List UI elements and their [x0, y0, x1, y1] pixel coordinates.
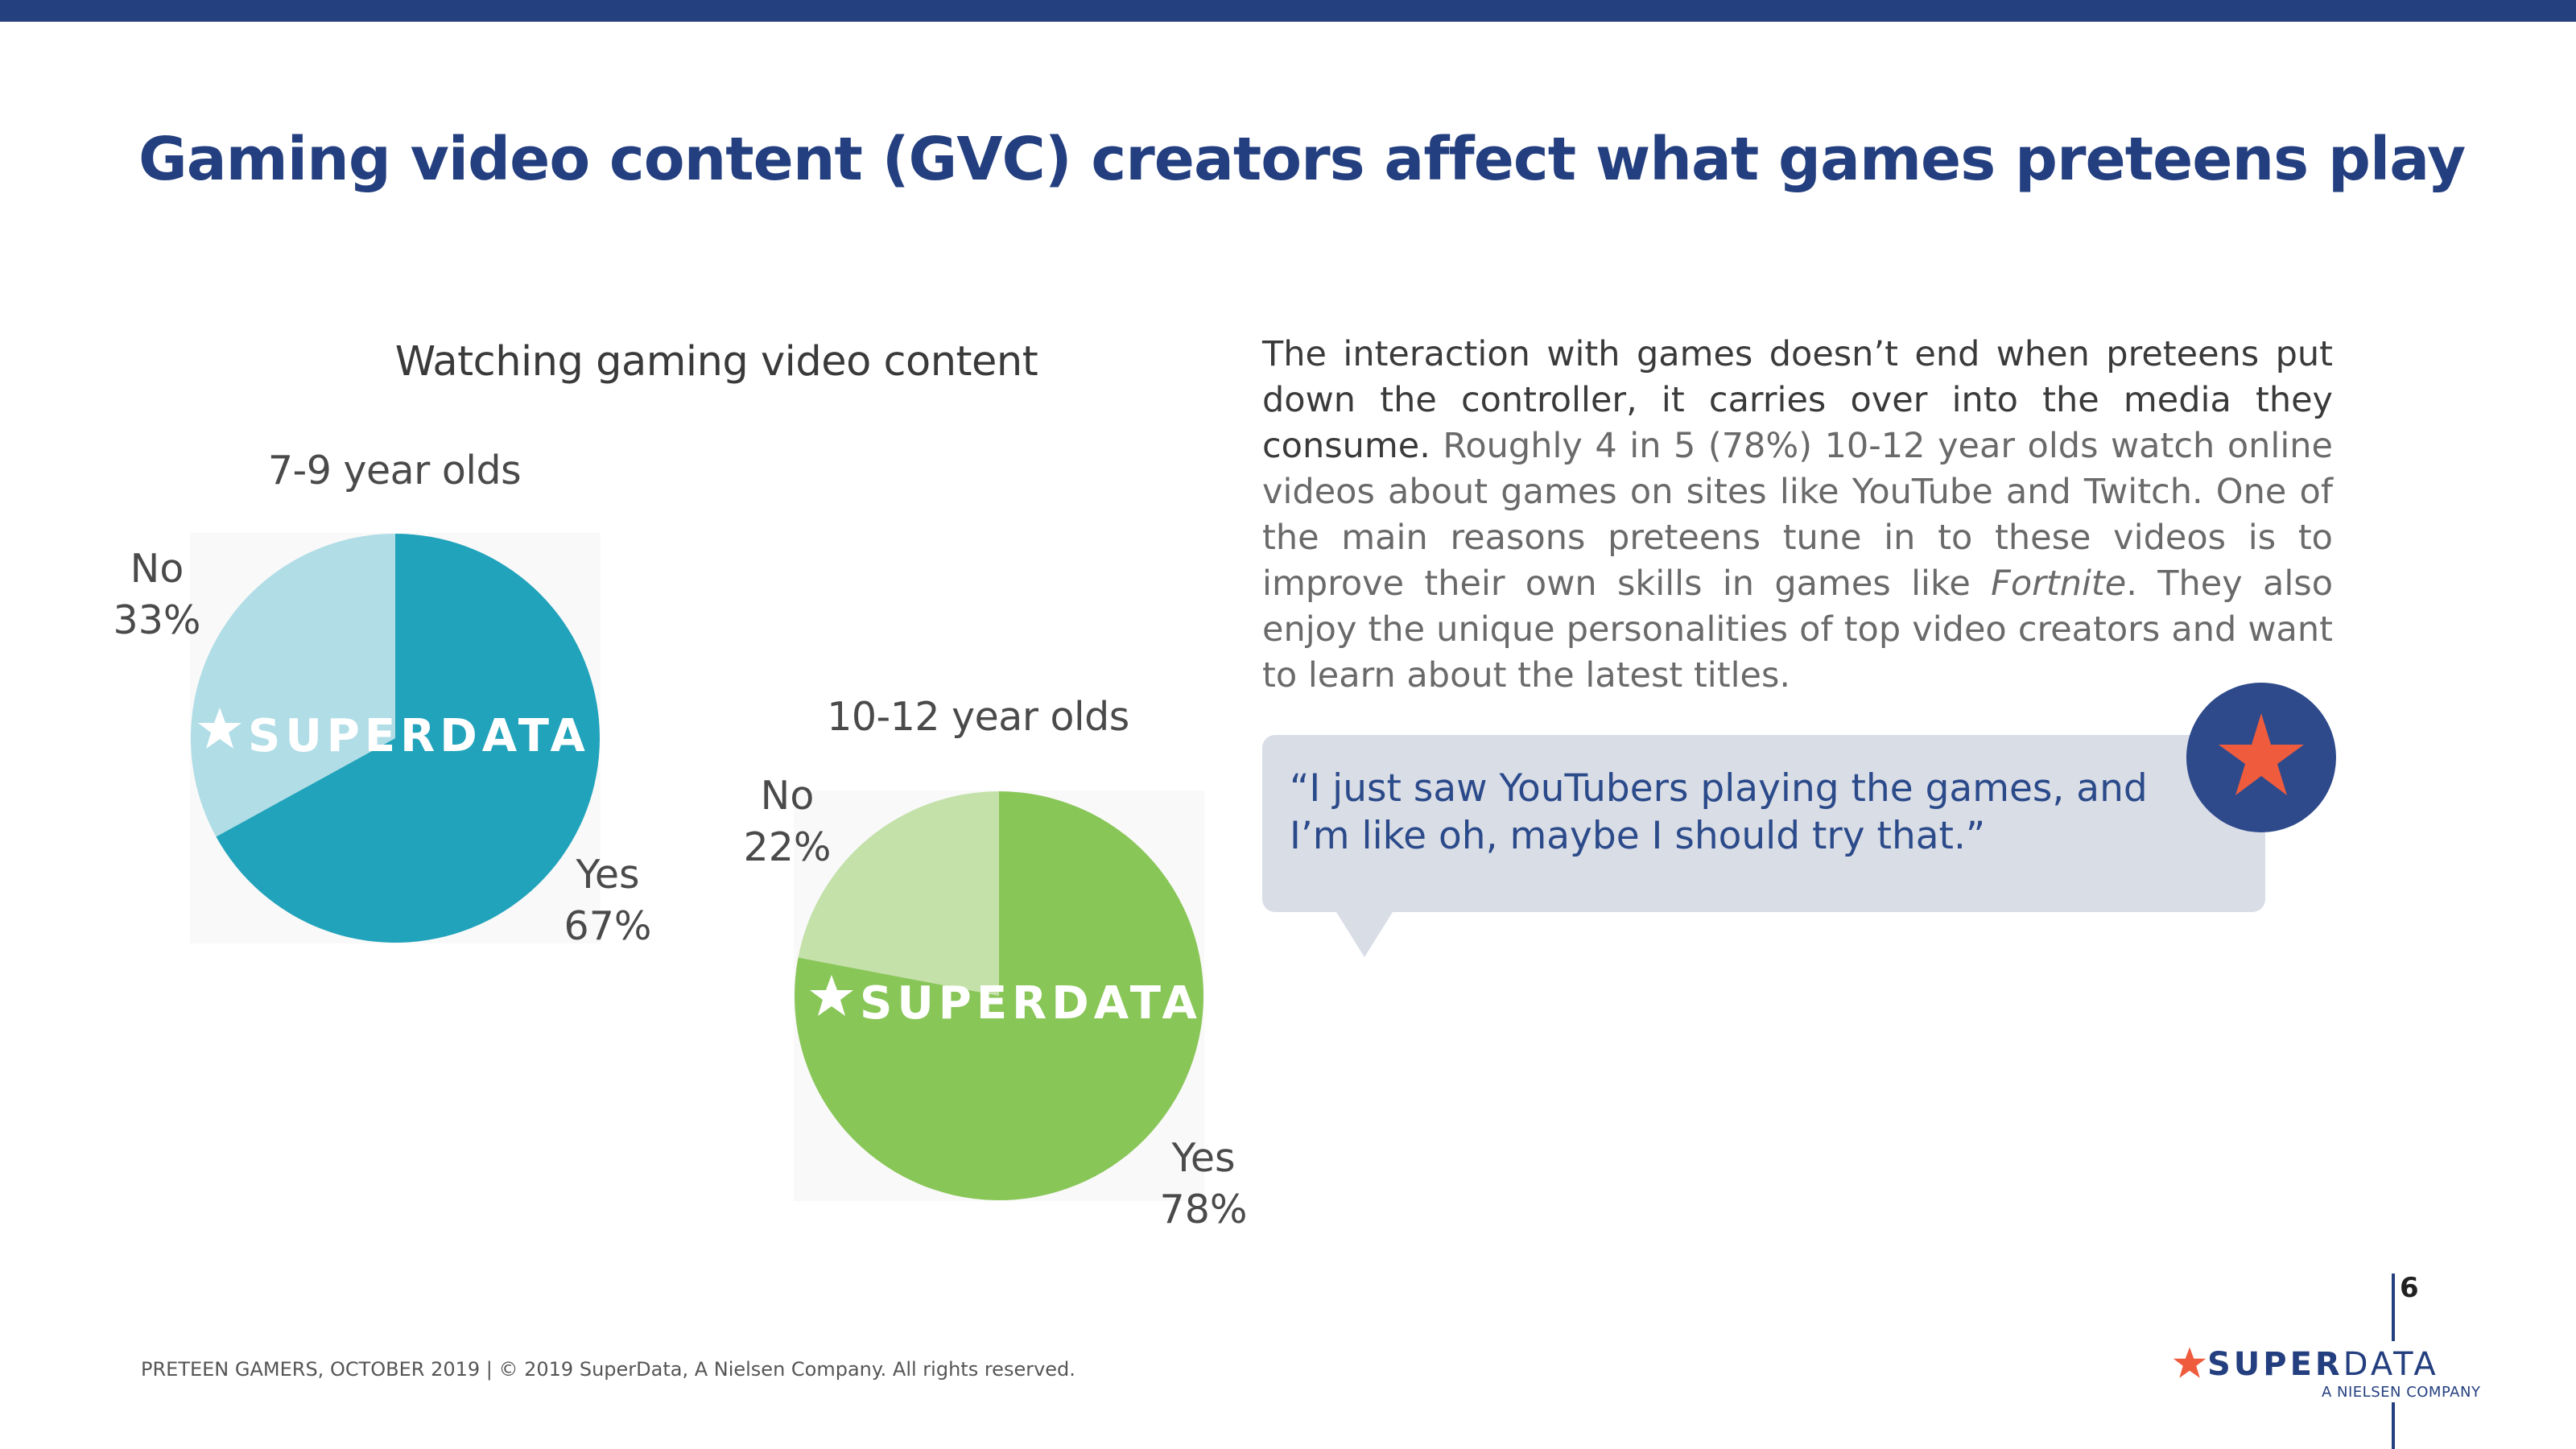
description-lead: The interaction with games doesn’t end w…: [1262, 334, 2333, 466]
page-divider-bottom: [2392, 1402, 2395, 1449]
chart-title: Watching gaming video content: [394, 338, 1038, 386]
pie-slice-yes: [216, 534, 600, 943]
logo-super: SUPER: [2207, 1346, 2343, 1383]
logo-wordmark: SUPERDATA: [2207, 1346, 2439, 1383]
slice-value: 33%: [113, 597, 201, 643]
description-paragraph: The interaction with games doesn’t end w…: [1262, 332, 2333, 699]
quote-bubble: [1262, 735, 2265, 912]
slice-value: 22%: [743, 824, 832, 870]
superdata-logo: SUPERDATA: [2172, 1346, 2439, 1383]
pie-label-no-7-9: No 33%: [97, 543, 217, 646]
top-accent-bar: [0, 0, 2576, 22]
pie-slice-no: [798, 791, 999, 996]
watermark-text: SUPERDATA: [860, 977, 1202, 1030]
slice-label: No: [760, 773, 815, 819]
pie-title-7-9: 7-9 year olds: [267, 448, 522, 493]
quote-bubble-tail: [1336, 912, 1393, 957]
pie-slice-no: [191, 534, 395, 837]
description-text-end: . They also enjoy the unique personaliti…: [1262, 564, 2334, 696]
superdata-watermark-10-12: SUPERDATA: [808, 973, 1202, 1030]
logo-data: DATA: [2343, 1346, 2439, 1383]
pie-chart-7-9: [190, 533, 601, 943]
slice-label: Yes: [576, 852, 640, 898]
description-italic: Fortnite: [1991, 564, 2127, 604]
star-icon: [808, 973, 855, 1030]
description-text: Roughly 4 in 5 (78%) 10-12 year olds wat…: [1262, 426, 2333, 604]
pie-title-10-12: 10-12 year olds: [827, 694, 1129, 740]
page-number: 6: [2400, 1272, 2419, 1304]
star-icon: [2186, 683, 2336, 832]
slice-value: 67%: [564, 903, 652, 949]
slice-label: No: [130, 546, 184, 592]
logo-subtitle: A NIELSEN COMPANY: [2322, 1384, 2481, 1401]
page-title: Gaming video content (GVC) creators affe…: [138, 125, 2466, 194]
slice-label: Yes: [1171, 1135, 1236, 1181]
watermark-text: SUPERDATA: [248, 710, 590, 762]
pie-label-yes-10-12: Yes 78%: [1143, 1133, 1264, 1236]
slice-value: 78%: [1159, 1187, 1248, 1232]
star-icon: [2172, 1346, 2207, 1383]
page-divider-top: [2392, 1274, 2395, 1341]
footer-text: PRETEEN GAMERS, OCTOBER 2019 | © 2019 Su…: [141, 1358, 1075, 1381]
pie-chart-10-12: [794, 791, 1204, 1201]
quote-text: “I just saw YouTubers playing the games,…: [1290, 766, 2148, 858]
pie-label-yes-7-9: Yes 67%: [547, 849, 668, 952]
star-icon: [196, 706, 243, 762]
superdata-watermark-7-9: SUPERDATA: [196, 706, 590, 762]
pie-label-no-10-12: No 22%: [727, 770, 848, 873]
